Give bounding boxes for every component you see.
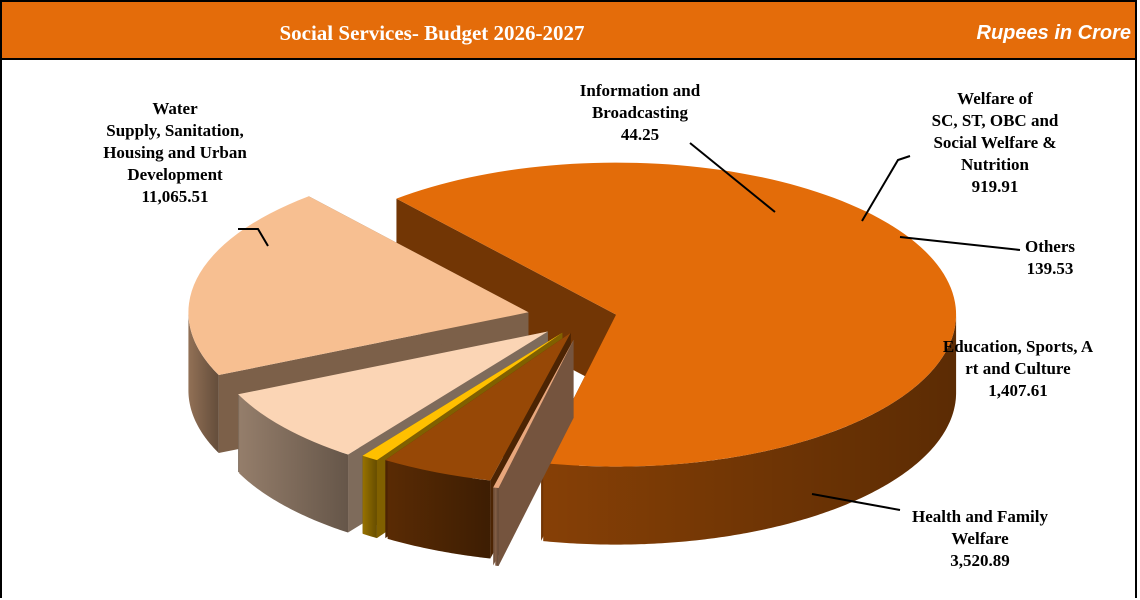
pie-slice-2: [385, 332, 571, 559]
slice-top-4: [238, 331, 548, 455]
slice-name-1: Information and Broadcasting: [579, 81, 701, 122]
slice-label-3: Others 139.53: [990, 236, 1110, 280]
slice-label-4: Education, Sports, A rt and Culture 1,407…: [908, 336, 1128, 402]
slice-name-3: Others: [1024, 237, 1076, 256]
slice-label-0: Water Supply, Sanitation, Housing and Ur…: [75, 98, 275, 208]
slice-name-5: Health and Family Welfare: [911, 507, 1048, 548]
pie-slice-1: [493, 339, 574, 567]
leader-line-5: [811, 493, 901, 511]
slice-name-2: Welfare of SC, ST, OBC and Social Welfar…: [931, 89, 1059, 174]
slice-top-0: [396, 162, 957, 467]
chart-title: Social Services- Budget 2026-2027: [279, 21, 585, 45]
leader-line-0: [238, 228, 269, 247]
slice-side-shade-2: [387, 460, 491, 559]
slice-top-5: [188, 196, 529, 376]
slice-value-3: 139.53: [1026, 259, 1074, 278]
units-label: Rupees in Crore: [976, 22, 1131, 44]
slice-value-0: 11,065.51: [141, 187, 209, 206]
slice-value-1: 44.25: [620, 125, 660, 144]
slice-side-shade-5: [188, 313, 219, 454]
title-bar: Social Services- Budget 2026-2027 Rupees…: [2, 2, 1135, 60]
slice-label-2: Welfare of SC, ST, OBC and Social Welfar…: [895, 88, 1095, 198]
slice-top-3: [362, 332, 563, 461]
leader-line-3: [899, 236, 1021, 251]
slice-label-1: Information and Broadcasting 44.25: [540, 80, 740, 146]
slice-top-1: [493, 339, 574, 489]
leader-line-1: [689, 142, 776, 213]
slice-label-5: Health and Family Welfare 3,520.89: [880, 506, 1080, 572]
slice-side-shade-4: [239, 395, 349, 533]
slice-top-2: [385, 332, 571, 481]
slice-side-shade-3: [362, 455, 377, 539]
slice-value-2: 919.91: [971, 177, 1019, 196]
leader-line-2: [861, 155, 911, 222]
slice-value-4: 1,407.61: [988, 381, 1048, 400]
slice-wall-1-1: [493, 339, 574, 566]
slice-side-shade-0: [543, 315, 957, 545]
slice-side-shade-1: [495, 487, 499, 567]
slice-value-5: 3,520.89: [950, 551, 1010, 570]
slice-name-4: Education, Sports, A rt and Culture: [942, 337, 1094, 378]
slice-name-0: Water Supply, Sanitation, Housing and Ur…: [103, 99, 247, 184]
